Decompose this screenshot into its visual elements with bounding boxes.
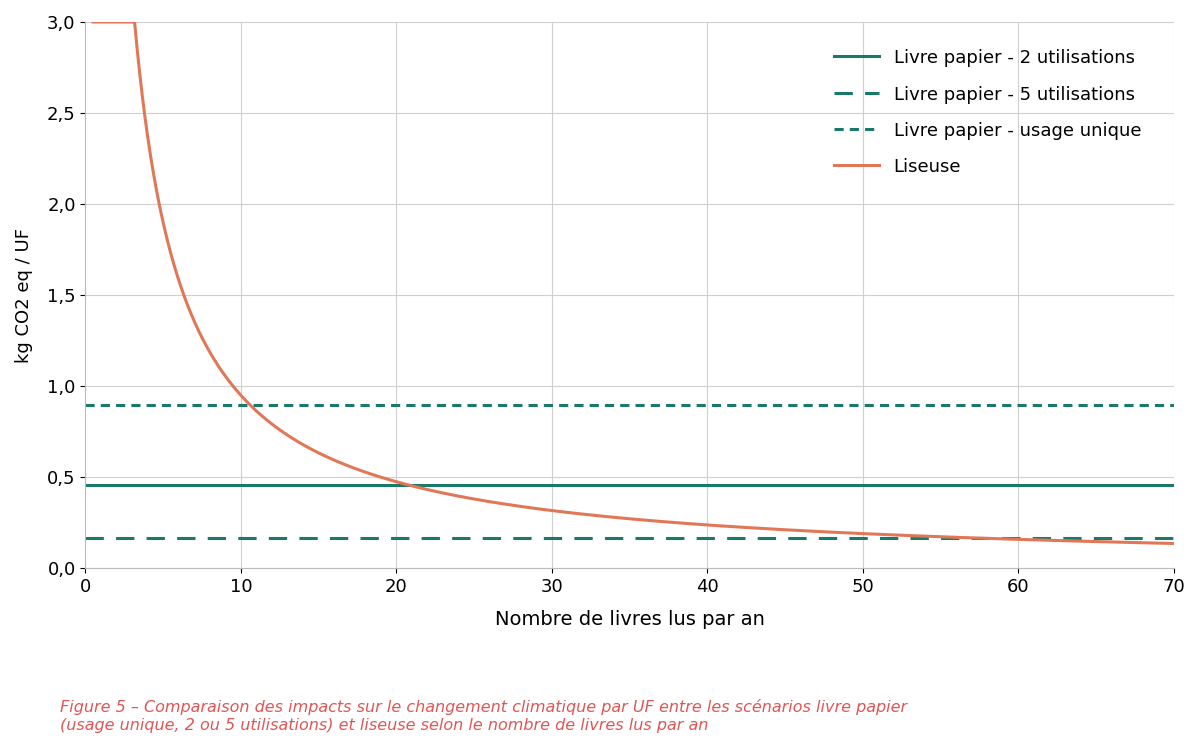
- Livre papier - 2 utilisations: [78, 481, 92, 490]
- X-axis label: Nombre de livres lus par an: Nombre de livres lus par an: [494, 610, 764, 629]
- Livre papier - 5 utilisations: [94, 534, 108, 542]
- Y-axis label: kg CO2 eq / UF: kg CO2 eq / UF: [14, 228, 34, 363]
- Liseuse: [1135, 538, 1150, 547]
- Livre papier - usage unique: [78, 401, 92, 410]
- Liseuse: [142, 136, 156, 145]
- Liseuse: [1134, 538, 1148, 547]
- Livre papier - usage unique: [94, 401, 108, 410]
- Livre papier - 2 utilisations: [94, 481, 108, 490]
- Legend: Livre papier - 2 utilisations, Livre papier - 5 utilisations, Livre papier - usa: Livre papier - 2 utilisations, Livre pap…: [827, 42, 1148, 184]
- Liseuse: [1166, 539, 1181, 548]
- Liseuse: [583, 511, 598, 519]
- Text: Figure 5 – Comparaison des impacts sur le changement climatique par UF entre les: Figure 5 – Comparaison des impacts sur l…: [60, 699, 907, 733]
- Liseuse: [86, 18, 101, 27]
- Liseuse: [937, 532, 952, 541]
- Line: Liseuse: Liseuse: [94, 22, 1174, 543]
- Liseuse: [611, 514, 625, 522]
- Livre papier - 5 utilisations: [78, 534, 92, 542]
